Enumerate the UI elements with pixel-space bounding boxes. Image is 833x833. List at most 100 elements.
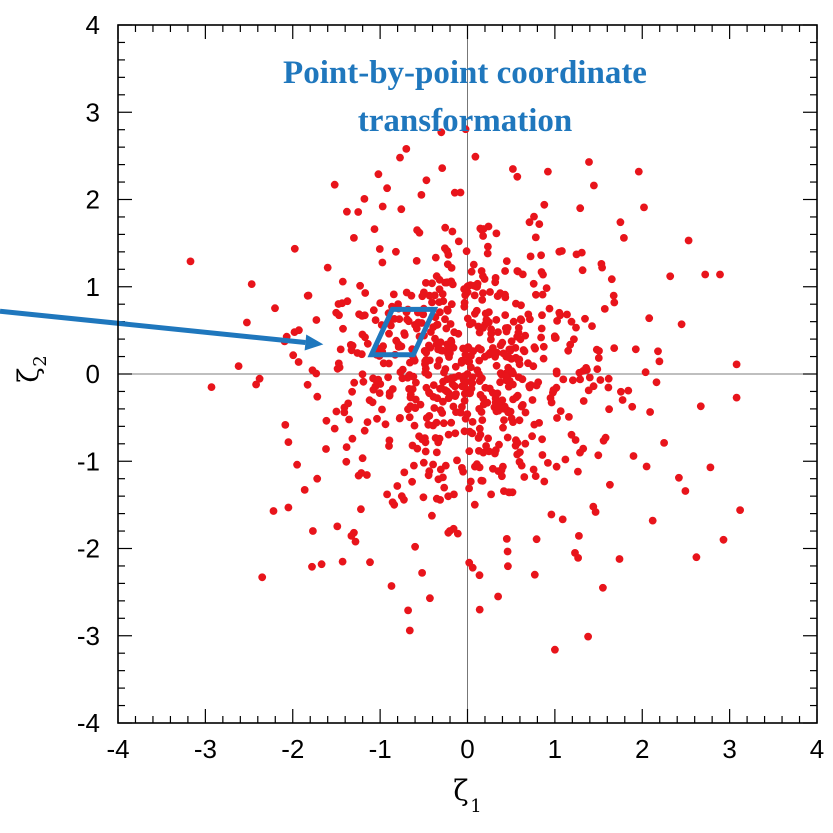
data-point <box>343 297 352 306</box>
data-point <box>417 319 426 327</box>
data-point <box>500 416 508 424</box>
x-axis-label: ζ 1 <box>453 774 481 817</box>
data-point <box>475 370 483 378</box>
data-point <box>411 321 419 329</box>
data-point <box>483 249 492 258</box>
data-point <box>424 420 433 429</box>
x-tick-label: 1 <box>548 734 562 764</box>
data-point <box>539 354 548 363</box>
data-point <box>430 404 439 412</box>
data-point <box>538 311 546 320</box>
data-point <box>579 397 588 405</box>
data-point <box>255 374 264 383</box>
data-point <box>590 181 598 190</box>
data-point <box>432 494 441 503</box>
data-point <box>379 359 388 368</box>
data-point <box>421 447 430 456</box>
x-tick-label: 2 <box>635 734 649 764</box>
x-tick-label: -4 <box>106 734 129 764</box>
data-point <box>509 395 517 404</box>
x-axis-label-main: ζ <box>453 774 468 807</box>
data-point <box>336 345 345 354</box>
data-point <box>484 242 492 251</box>
data-point <box>542 284 551 292</box>
data-point <box>539 342 548 351</box>
data-point <box>544 459 552 467</box>
data-point <box>604 374 613 383</box>
data-point <box>454 372 463 380</box>
y-axis-label: ζ 2 <box>12 355 51 382</box>
data-point <box>494 328 502 336</box>
data-point <box>605 405 613 414</box>
data-point <box>425 341 433 350</box>
data-point <box>551 645 559 654</box>
data-point <box>492 361 501 370</box>
data-point <box>504 488 513 497</box>
data-point <box>343 207 351 216</box>
data-point <box>429 381 438 389</box>
data-point <box>552 369 561 378</box>
data-point <box>515 360 524 369</box>
data-point <box>441 461 450 470</box>
data-point <box>576 204 585 213</box>
data-point <box>379 342 387 350</box>
data-point <box>475 377 484 385</box>
data-point <box>356 281 364 290</box>
data-point <box>520 473 529 481</box>
data-point <box>428 511 436 520</box>
y-tick-label: 2 <box>86 185 100 215</box>
data-point <box>438 409 447 417</box>
data-point <box>383 184 391 193</box>
data-point <box>335 311 343 320</box>
data-point <box>483 398 492 407</box>
data-point <box>467 363 475 372</box>
data-point <box>567 317 576 326</box>
data-point <box>610 298 619 307</box>
data-point <box>476 391 485 399</box>
data-point <box>578 266 587 275</box>
data-point <box>417 191 426 199</box>
data-point <box>422 414 431 422</box>
data-point <box>528 432 536 441</box>
data-point <box>438 164 447 173</box>
data-point <box>567 430 576 439</box>
data-point <box>547 398 556 407</box>
data-point <box>407 291 416 300</box>
data-point <box>684 236 693 245</box>
data-point <box>645 314 654 323</box>
data-point <box>436 308 444 317</box>
data-point <box>342 443 351 451</box>
data-point <box>419 310 428 319</box>
data-point <box>696 402 705 411</box>
data-point <box>431 253 440 262</box>
data-point <box>574 467 582 476</box>
data-point <box>477 267 486 275</box>
data-point <box>436 338 445 347</box>
data-point <box>405 385 413 393</box>
y-axis-label-main: ζ <box>12 367 45 382</box>
y-tick-label: 0 <box>86 359 100 389</box>
data-point <box>499 423 507 432</box>
data-point <box>234 362 243 370</box>
data-point <box>531 472 540 480</box>
data-point <box>530 343 539 352</box>
data-point <box>555 308 564 317</box>
data-point <box>648 516 657 525</box>
data-point <box>450 188 459 197</box>
data-point <box>466 320 474 329</box>
data-point <box>482 442 490 450</box>
data-point <box>388 498 397 507</box>
data-point <box>502 535 511 543</box>
data-point <box>431 334 439 343</box>
data-point <box>450 490 458 499</box>
data-point <box>363 339 372 348</box>
data-point <box>385 442 393 450</box>
data-point <box>378 202 387 211</box>
data-point <box>579 444 588 453</box>
data-point <box>425 291 434 300</box>
y-tick-label: -1 <box>77 446 100 476</box>
data-point <box>472 306 481 315</box>
x-tick-label: -2 <box>281 734 304 764</box>
data-point <box>505 345 514 354</box>
data-point <box>186 257 195 266</box>
